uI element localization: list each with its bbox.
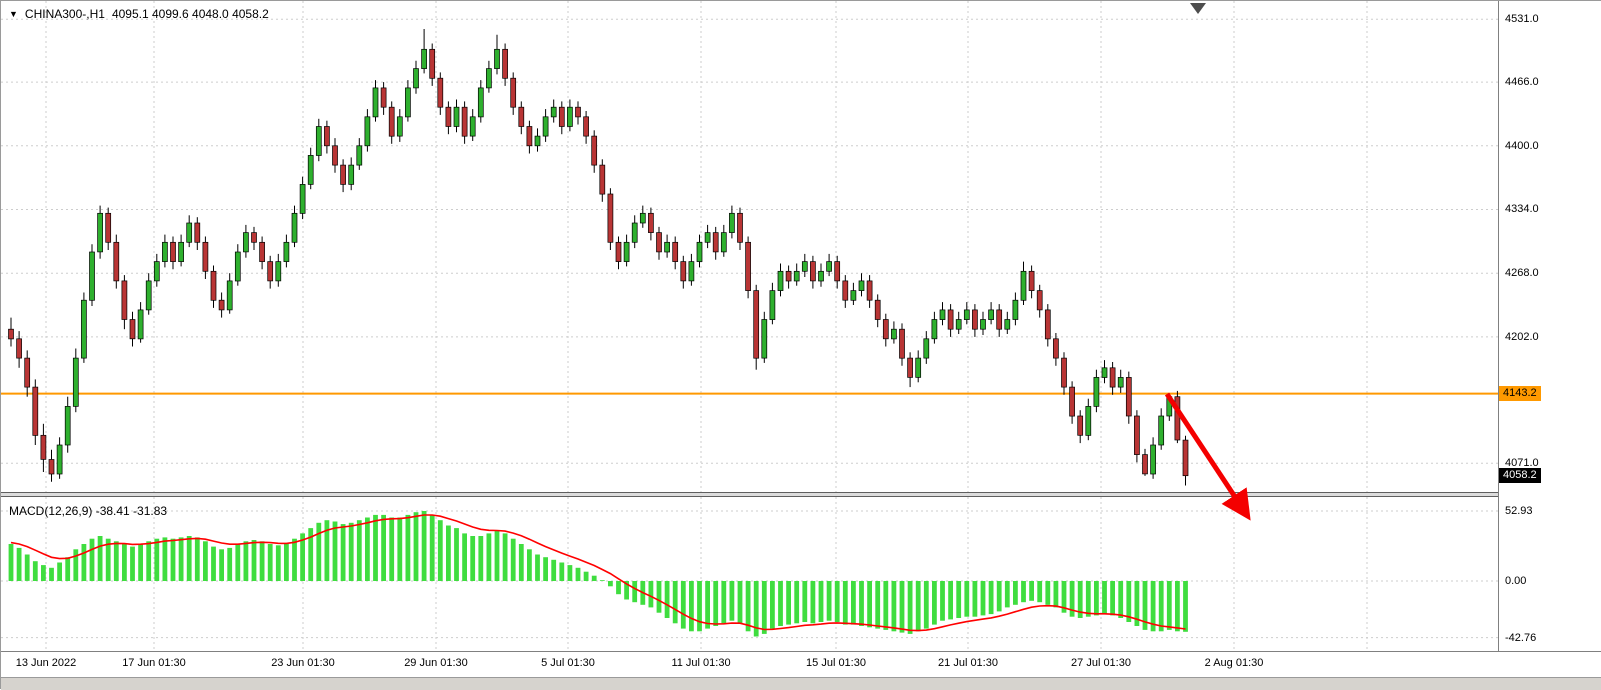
time-axis-label: 2 Aug 01:30 (1204, 657, 1264, 669)
main-gridlines (1, 1, 1498, 492)
macd-signal-line (10, 514, 1186, 632)
macd-axis-label: -42.76 (1505, 631, 1537, 644)
price-axis[interactable]: 4531.0 4466.0 4400.0 4334.0 4268.0 4202.0 4071… (1498, 1, 1601, 651)
macd-axis-label: 52.93 (1505, 505, 1533, 517)
time-axis-label: 27 Jul 01:30 (1071, 657, 1131, 669)
time-axis-label: 21 Jul 01:30 (938, 657, 998, 669)
window-bottom-strip (1, 677, 1601, 690)
time-axis-label: 17 Jun 01:30 (122, 657, 186, 669)
chart-shift-marker[interactable] (1190, 3, 1206, 14)
macd-indicator-panel[interactable] (1, 497, 1498, 651)
price-axis-label: 4400.0 (1505, 139, 1539, 152)
price-axis-label: 4466.0 (1505, 76, 1539, 89)
macd-indicator-label: MACD(12,26,9) -38.41 -31.83 (9, 504, 168, 518)
chart-canvas[interactable] (1, 1, 1498, 492)
chart-header: ▼ CHINA300-,H1 4095.1 4099.6 4048.0 4058… (9, 7, 269, 21)
price-axis-label: 4268.0 (1505, 267, 1539, 280)
macd-histogram (8, 511, 1188, 637)
current-price-badge: 4058.2 (1499, 467, 1541, 483)
time-axis-label: 11 Jul 01:30 (671, 657, 731, 669)
time-axis-label: 23 Jun 01:30 (271, 657, 335, 669)
panel-splitter[interactable] (1, 492, 1601, 497)
candles-layer (8, 29, 1189, 486)
macd-axis-label: 0.00 (1505, 575, 1527, 587)
chart-ohlc-values: 4095.1 4099.6 4048.0 4058.2 (111, 7, 269, 21)
horizontal-line-price-badge: 4143.2 (1499, 385, 1541, 401)
symbol-dropdown-icon[interactable]: ▼ (9, 9, 18, 19)
time-axis[interactable]: 13 Jun 2022 17 Jun 01:30 23 Jun 01:30 29 Ju… (1, 651, 1601, 678)
chart-title: CHINA300-,H1 (24, 7, 105, 21)
price-axis-label: 4334.0 (1505, 203, 1539, 216)
time-axis-label: 13 Jun 2022 (15, 657, 77, 669)
price-axis-label: 4531.0 (1505, 13, 1539, 26)
time-axis-label: 15 Jul 01:30 (806, 657, 866, 669)
price-axis-label: 4202.0 (1505, 330, 1539, 343)
time-axis-label: 29 Jun 01:30 (404, 657, 468, 669)
time-axis-label: 5 Jul 01:30 (541, 657, 595, 669)
price-axis-label: 4071.0 (1505, 457, 1539, 470)
